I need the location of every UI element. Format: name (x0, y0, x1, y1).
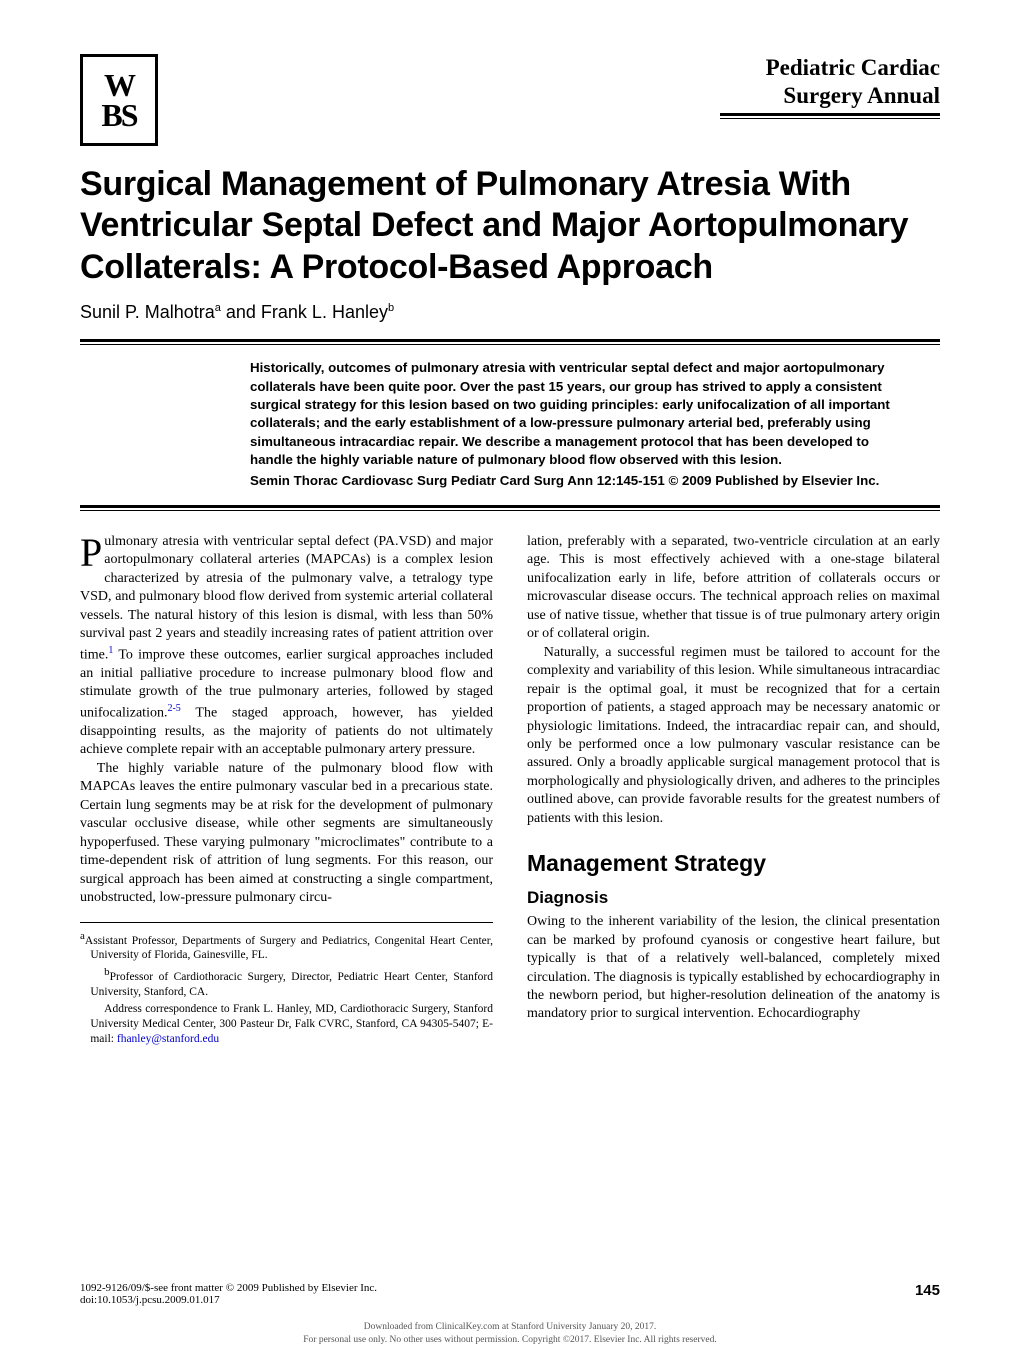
body-r-p3: Owing to the inherent variability of the… (527, 913, 940, 1024)
section-management-strategy: Management Strategy (527, 848, 940, 878)
footnote-rule (80, 922, 493, 923)
footnote-correspondence: Address correspondence to Frank L. Hanle… (90, 1002, 493, 1047)
download-footer: Downloaded from ClinicalKey.com at Stanf… (0, 1321, 1020, 1346)
abstract-p1: Historically, outcomes of pulmonary atre… (250, 359, 910, 469)
journal-name-block: Pediatric Cardiac Surgery Annual (720, 54, 940, 119)
left-column: Pulmonary atresia with ventricular septa… (80, 533, 493, 1049)
footer-left: 1092-9126/09/$-see front matter © 2009 P… (80, 1282, 377, 1306)
page-number: 145 (915, 1282, 940, 1306)
top-rule (80, 339, 940, 345)
bottom-rule (80, 505, 940, 511)
publisher-logo: WBS (80, 54, 158, 146)
abstract: Historically, outcomes of pulmonary atre… (250, 359, 910, 490)
body-columns: Pulmonary atresia with ventricular septa… (80, 533, 940, 1049)
body-r-p2: Naturally, a successful regimen must be … (527, 644, 940, 829)
author-1: Sunil P. Malhotra (80, 302, 215, 322)
logo-text: WBS (101, 70, 136, 131)
footnote-b: bProfessor of Cardiothoracic Surgery, Di… (90, 965, 493, 1000)
journal-rule (720, 113, 940, 119)
authors: Sunil P. Malhotraa and Frank L. Hanleyb (80, 302, 940, 323)
page-footer: 1092-9126/09/$-see front matter © 2009 P… (80, 1282, 940, 1306)
article-title: Surgical Management of Pulmonary Atresia… (80, 164, 940, 288)
footnote-a: aAssistant Professor, Departments of Sur… (90, 929, 493, 964)
journal-line1: Pediatric Cardiac (766, 55, 940, 80)
body-p1: Pulmonary atresia with ventricular septa… (80, 533, 493, 760)
author-2: Frank L. Hanley (261, 302, 388, 322)
footnotes: aAssistant Professor, Departments of Sur… (80, 929, 493, 1047)
right-column: lation, preferably with a separated, two… (527, 533, 940, 1049)
journal-line2: Surgery Annual (783, 83, 940, 108)
correspondence-email[interactable]: fhanley@stanford.edu (117, 1033, 219, 1045)
subsection-diagnosis: Diagnosis (527, 887, 940, 909)
abstract-p2: Semin Thorac Cardiovasc Surg Pediatr Car… (250, 472, 910, 490)
authors-and: and (221, 302, 261, 322)
author-2-sup: b (388, 302, 394, 314)
body-r-p1: lation, preferably with a separated, two… (527, 533, 940, 644)
ref-2-5[interactable]: 2-5 (167, 703, 180, 714)
header-row: WBS Pediatric Cardiac Surgery Annual (80, 54, 940, 146)
body-p2: The highly variable nature of the pulmon… (80, 760, 493, 908)
